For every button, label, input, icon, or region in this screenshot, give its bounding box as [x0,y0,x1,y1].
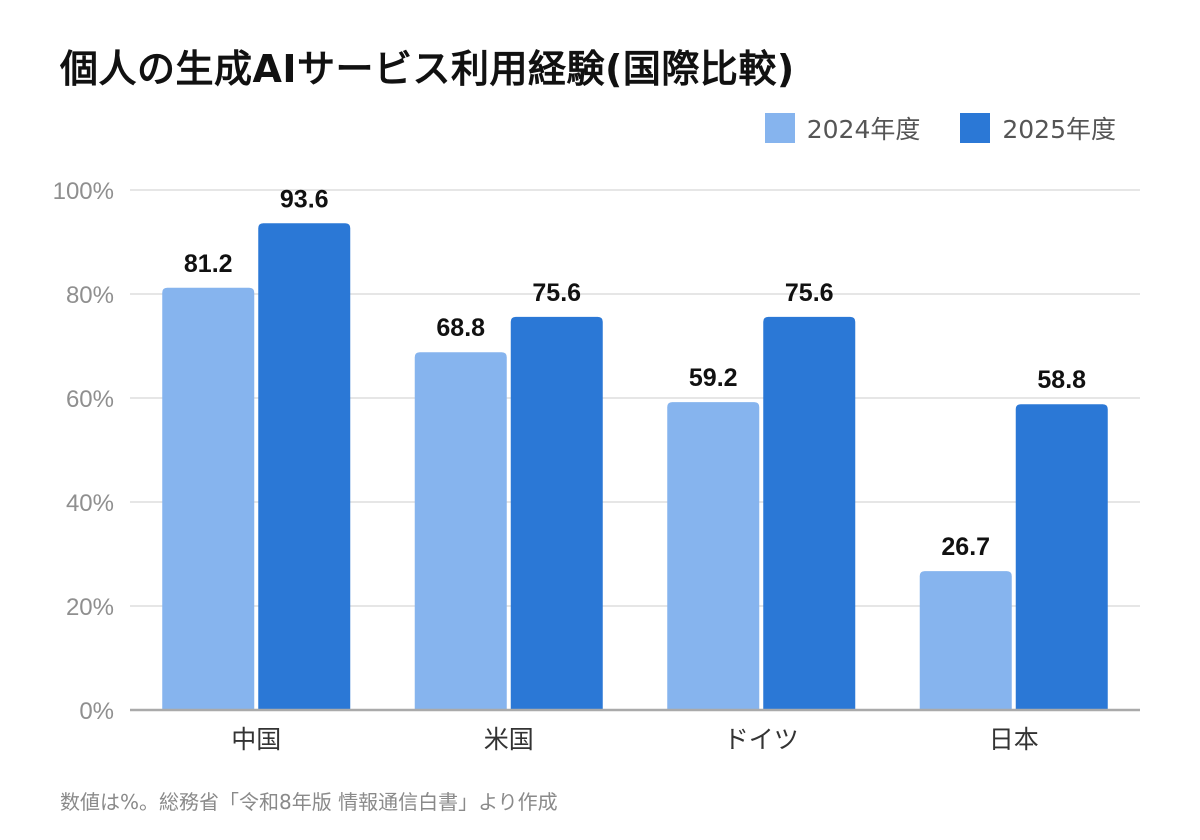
x-category-label: 日本 [989,725,1039,754]
x-category-label: 中国 [231,725,281,754]
y-tick-label: 20% [66,594,114,621]
data-label: 26.7 [941,533,990,561]
legend-item-2025: 2025年度 [960,110,1116,146]
data-label: 81.2 [184,250,233,278]
y-tick-label: 60% [66,386,114,413]
bar-2024-3 [919,571,1012,710]
legend: 2024年度 2025年度 [764,110,1116,146]
bar-2024-0 [162,287,255,710]
bar-2025-1 [510,316,603,710]
legend-label-2025: 2025年度 [1002,115,1116,144]
data-label: 75.6 [785,279,834,307]
data-label: 75.6 [532,279,581,307]
bar-2024-1 [414,352,507,710]
bar-2024-2 [667,402,760,710]
data-label: 93.6 [280,185,329,213]
x-category-label: 米国 [484,725,534,754]
source-note: 数値は%。総務省「令和8年版 情報通信白書」より作成 [60,790,558,814]
legend-swatch-2025 [960,113,991,143]
x-category-label: ドイツ [724,725,799,754]
bar-2025-2 [763,316,856,710]
legend-item-2024: 2024年度 [764,110,921,146]
y-tick-label: 40% [66,490,114,517]
data-label: 68.8 [436,314,485,342]
bar-2025-0 [258,223,351,710]
bar-2025-3 [1015,404,1108,710]
legend-label-2024: 2024年度 [806,115,921,144]
chart-title: 個人の生成AIサービス利用経験(国際比較) [60,47,795,91]
y-tick-label: 100% [53,178,114,205]
y-tick-label: 0% [79,698,114,725]
y-tick-label: 80% [66,282,114,309]
legend-swatch-2024 [764,113,795,143]
data-label: 58.8 [1037,366,1086,394]
data-label: 59.2 [689,364,738,392]
